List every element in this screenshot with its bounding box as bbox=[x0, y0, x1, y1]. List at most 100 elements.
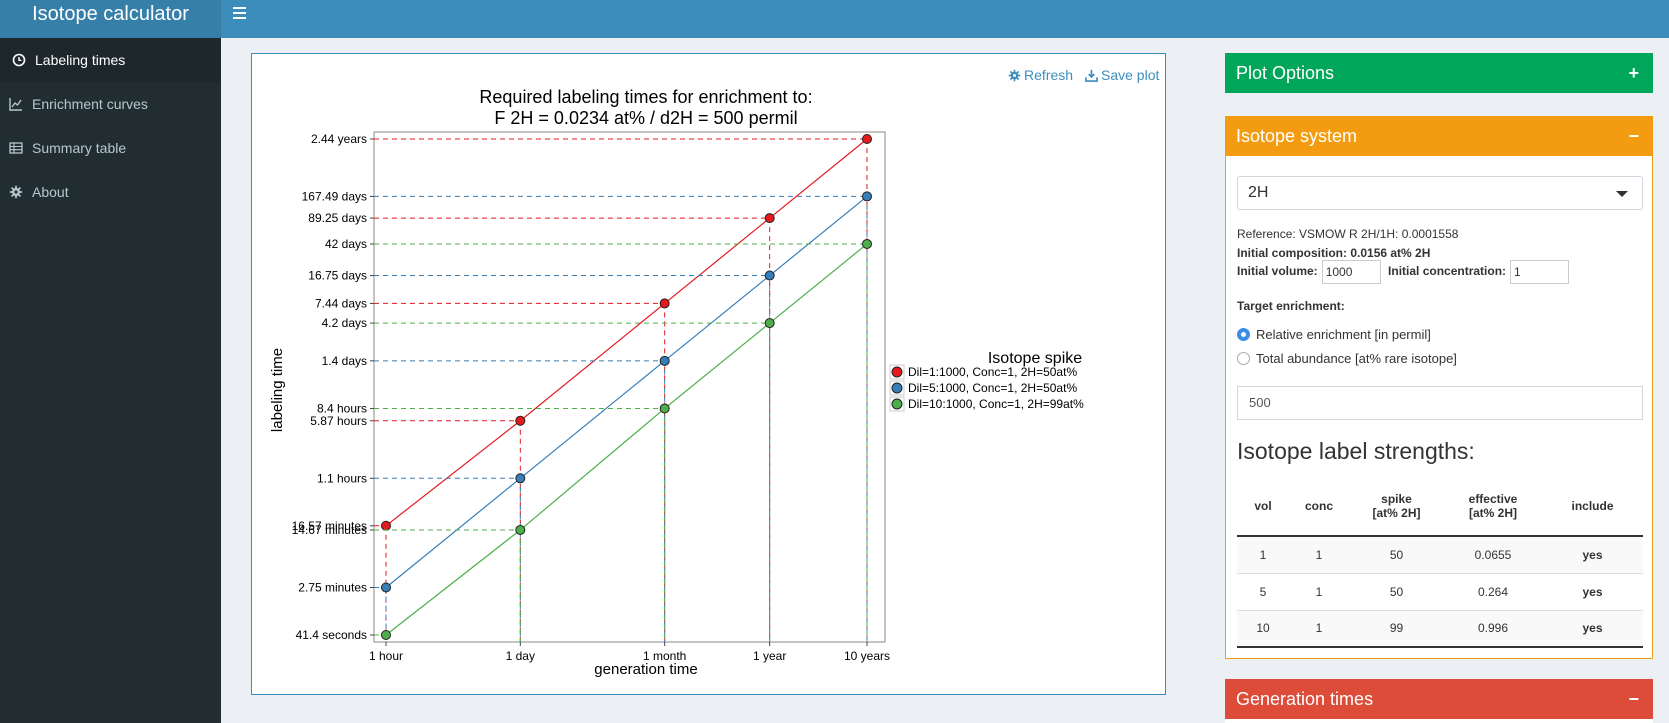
data-point bbox=[659, 403, 670, 414]
sidebar-item-label: Labeling times bbox=[35, 52, 126, 68]
table-row: 10 1 99 0.996 yes bbox=[1237, 610, 1643, 648]
x-tick-label: 1 day bbox=[506, 649, 535, 663]
y-tick-label: 14.67 minutes bbox=[292, 523, 367, 537]
y-tick-label: 5.87 hours bbox=[310, 414, 367, 428]
sidebar-item-enrichment-curves[interactable]: Enrichment curves bbox=[0, 82, 221, 126]
y-tick-label: 1.4 days bbox=[322, 354, 367, 368]
y-tick-label: 41.4 seconds bbox=[296, 628, 367, 642]
target-enrichment-label: Target enrichment: bbox=[1237, 299, 1345, 313]
initial-concentration-label: Initial concentration: bbox=[1388, 264, 1507, 279]
y-tick-label: 89.25 days bbox=[308, 211, 367, 225]
legend-title: Isotope spike bbox=[988, 350, 1082, 367]
chart-title: Required labeling times for enrichment t… bbox=[479, 87, 812, 107]
collapse-icon[interactable]: − bbox=[1628, 126, 1639, 146]
generation-times-title: Generation times bbox=[1236, 689, 1374, 709]
initial-composition-text: Initial composition: 0.0156 at% 2H bbox=[1237, 246, 1431, 260]
isotope-system-header[interactable]: Isotope system − bbox=[1225, 116, 1653, 156]
initial-concentration-input[interactable]: 1 bbox=[1510, 260, 1570, 284]
y-tick-label: 2.44 years bbox=[311, 132, 367, 146]
radio-selected-icon bbox=[1237, 328, 1250, 341]
data-point bbox=[764, 318, 775, 329]
save-plot-label: Save plot bbox=[1101, 67, 1160, 83]
radio-total-abundance[interactable]: Total abundance [at% rare isotope] bbox=[1237, 351, 1457, 366]
radio-relative-enrichment[interactable]: Relative enrichment [in permil] bbox=[1237, 327, 1431, 342]
target-enrichment-input[interactable]: 500 bbox=[1237, 386, 1643, 420]
y-tick-label: 167.49 days bbox=[302, 189, 367, 203]
table-row: 1 1 50 0.0655 yes bbox=[1237, 536, 1643, 574]
plot-options-box: Plot Options + bbox=[1225, 53, 1653, 93]
y-tick-label: 7.44 days bbox=[315, 296, 367, 310]
data-point bbox=[764, 213, 775, 224]
plot-panel: Refresh Save plot Required labeling time… bbox=[251, 53, 1166, 695]
data-point bbox=[764, 270, 775, 281]
sidebar-item-label: Summary table bbox=[32, 140, 127, 156]
collapse-icon[interactable]: − bbox=[1628, 689, 1639, 709]
line-chart-icon bbox=[9, 98, 22, 111]
legend-entry: Dil=10:1000, Conc=1, 2H=99at% bbox=[908, 397, 1084, 411]
legend-marker bbox=[891, 366, 903, 378]
legend-entry: Dil=5:1000, Conc=1, 2H=50at% bbox=[908, 381, 1077, 395]
y-axis-label: labeling time bbox=[269, 348, 286, 432]
app-title[interactable]: Isotope calculator bbox=[0, 0, 221, 38]
chevron-down-icon bbox=[1616, 191, 1628, 197]
cell-conc: 1 bbox=[1289, 536, 1349, 574]
series-line bbox=[385, 195, 868, 588]
radio-relative-label: Relative enrichment [in permil] bbox=[1256, 327, 1431, 342]
sidebar-item-label: Enrichment curves bbox=[32, 96, 148, 112]
reference-text: Reference: VSMOW R 2H/1H: 0.0001558 bbox=[1237, 227, 1459, 241]
initial-volume-input[interactable]: 1000 bbox=[1321, 260, 1381, 284]
x-tick-label: 1 hour bbox=[369, 649, 403, 663]
y-tick-label: 42 days bbox=[325, 237, 367, 251]
top-navbar: Isotope calculator bbox=[0, 0, 1669, 38]
isotope-select-value: 2H bbox=[1248, 184, 1269, 201]
table-icon bbox=[9, 142, 23, 154]
legend-entry: Dil=1:1000, Conc=1, 2H=50at% bbox=[908, 365, 1077, 379]
cell-spike: 50 bbox=[1349, 536, 1444, 574]
gear-icon bbox=[9, 185, 23, 199]
data-point bbox=[515, 524, 526, 535]
sidebar-item-about[interactable]: About bbox=[0, 170, 221, 214]
y-tick-label: 16.75 days bbox=[308, 269, 367, 283]
refresh-button[interactable]: Refresh bbox=[1008, 67, 1073, 83]
data-point bbox=[659, 298, 670, 309]
header-spike: spike [at% 2H] bbox=[1349, 476, 1444, 537]
radio-unselected-icon bbox=[1237, 352, 1250, 365]
table-header-row: vol conc spike [at% 2H] effective [at% 2H]… bbox=[1237, 476, 1643, 537]
sidebar-toggle-icon[interactable] bbox=[233, 4, 253, 24]
y-tick-label: 4.2 days bbox=[322, 316, 367, 330]
label-strengths-title: Isotope label strengths: bbox=[1237, 438, 1475, 464]
x-tick-label: 10 years bbox=[844, 649, 890, 663]
header-vol: vol bbox=[1237, 476, 1289, 537]
cell-effective: 0.996 bbox=[1444, 610, 1542, 648]
data-point bbox=[515, 415, 526, 426]
x-tick-label: 1 month bbox=[643, 649, 686, 663]
sidebar-item-summary-table[interactable]: Summary table bbox=[0, 126, 221, 170]
header-conc: conc bbox=[1289, 476, 1349, 537]
legend-marker bbox=[891, 398, 903, 410]
chart-subtitle: F 2H = 0.0234 at% / d2H = 500 permil bbox=[494, 108, 797, 128]
generation-times-box: Generation times − bbox=[1225, 679, 1653, 723]
sidebar-item-labeling-times[interactable]: Labeling times bbox=[0, 38, 221, 82]
labeling-times-chart: Required labeling times for enrichment t… bbox=[269, 87, 1084, 678]
cell-effective: 0.0655 bbox=[1444, 536, 1542, 574]
data-point bbox=[862, 134, 872, 144]
y-tick-label: 1.1 hours bbox=[317, 471, 367, 485]
cell-vol: 1 bbox=[1237, 536, 1289, 574]
expand-icon[interactable]: + bbox=[1628, 63, 1639, 83]
data-point bbox=[862, 238, 872, 249]
save-plot-button[interactable]: Save plot bbox=[1085, 67, 1159, 83]
data-point bbox=[862, 191, 872, 202]
plot-options-header[interactable]: Plot Options + bbox=[1225, 53, 1653, 93]
refresh-label: Refresh bbox=[1024, 67, 1074, 83]
cell-effective: 0.264 bbox=[1444, 573, 1542, 611]
plot-area bbox=[373, 131, 886, 643]
cell-conc: 1 bbox=[1289, 573, 1349, 611]
legend-marker bbox=[891, 382, 903, 394]
cell-include: yes bbox=[1542, 536, 1643, 574]
cell-spike: 99 bbox=[1349, 610, 1444, 648]
label-strengths-table: vol conc spike [at% 2H] effective [at% 2H]… bbox=[1237, 476, 1643, 648]
series-line bbox=[385, 138, 868, 527]
generation-times-header[interactable]: Generation times − bbox=[1225, 679, 1653, 719]
isotope-select[interactable]: 2H bbox=[1237, 176, 1643, 210]
sidebar: Labeling times Enrichment curves Summary… bbox=[0, 38, 221, 723]
